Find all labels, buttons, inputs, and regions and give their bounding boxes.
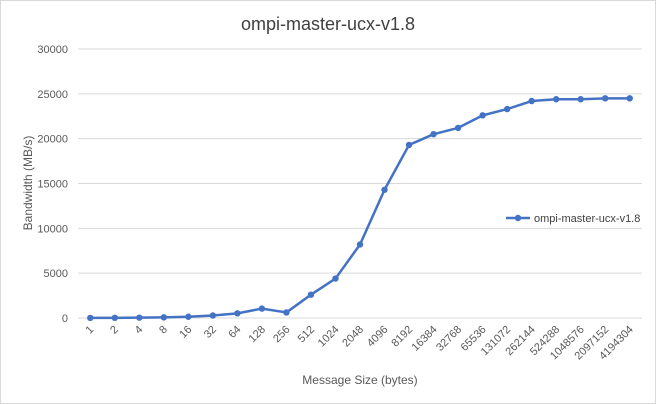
y-axis-ticks: 0 5000 10000 15000 20000 25000 30000 <box>37 44 68 325</box>
legend-marker <box>514 214 522 222</box>
x-tick-label: 32 <box>202 324 219 341</box>
y-tick-label: 30000 <box>37 44 68 56</box>
data-point <box>430 130 437 138</box>
data-point <box>626 95 633 102</box>
x-tick-label: 2 <box>108 324 121 337</box>
x-tick-label: 128 <box>247 324 268 345</box>
y-tick-label: 10000 <box>37 223 68 235</box>
x-tick-label: 64 <box>226 324 243 341</box>
x-tick-label: 1 <box>84 324 97 337</box>
data-point <box>577 96 584 103</box>
x-tick-label: 1024 <box>316 324 342 350</box>
series-layer <box>87 95 633 322</box>
gridlines <box>78 48 642 319</box>
x-tick-label: 16 <box>177 324 194 341</box>
x-tick-label: 4096 <box>365 324 391 350</box>
data-point <box>136 314 143 321</box>
x-tick-label: 4 <box>133 324 146 337</box>
data-point <box>479 112 486 119</box>
data-point <box>454 124 462 132</box>
data-point <box>209 312 217 319</box>
data-point <box>160 314 168 321</box>
data-point <box>528 97 535 105</box>
y-tick-label: 15000 <box>37 179 68 191</box>
x-axis-title: Message Size (bytes) <box>302 373 417 387</box>
data-point <box>405 141 413 149</box>
data-point <box>111 314 118 322</box>
x-tick-label: 256 <box>271 324 292 345</box>
y-axis-title: Bandwidth (MB/s) <box>21 136 35 231</box>
chart-title: ompi-master-ucx-v1.8 <box>241 14 415 34</box>
data-point <box>307 291 315 298</box>
data-point <box>258 305 266 312</box>
y-tick-label: 25000 <box>37 89 68 101</box>
x-tick-label: 512 <box>296 324 317 345</box>
x-tick-label: 32768 <box>434 324 464 354</box>
data-point <box>283 309 290 316</box>
data-point <box>552 96 560 103</box>
y-tick-label: 5000 <box>44 268 68 280</box>
data-point <box>332 275 339 282</box>
y-tick-label: 0 <box>62 313 68 325</box>
data-point <box>602 95 609 102</box>
data-point <box>234 310 241 317</box>
x-tick-label: 16384 <box>410 324 440 354</box>
x-axis-ticks: 1 2 4 8 16 32 64 128 256 512102420484096819216384… <box>84 324 636 363</box>
data-point <box>503 105 511 113</box>
legend[interactable]: ompi-master-ucx-v1.8 <box>506 213 640 225</box>
legend-label: ompi-master-ucx-v1.8 <box>534 213 640 225</box>
data-point <box>356 241 364 248</box>
data-point <box>87 314 94 322</box>
y-tick-label: 20000 <box>37 134 68 146</box>
data-point <box>381 186 388 193</box>
data-point <box>185 313 192 320</box>
x-tick-label: 8 <box>157 324 170 337</box>
x-tick-label: 2048 <box>340 324 366 350</box>
series-line <box>90 97 630 320</box>
